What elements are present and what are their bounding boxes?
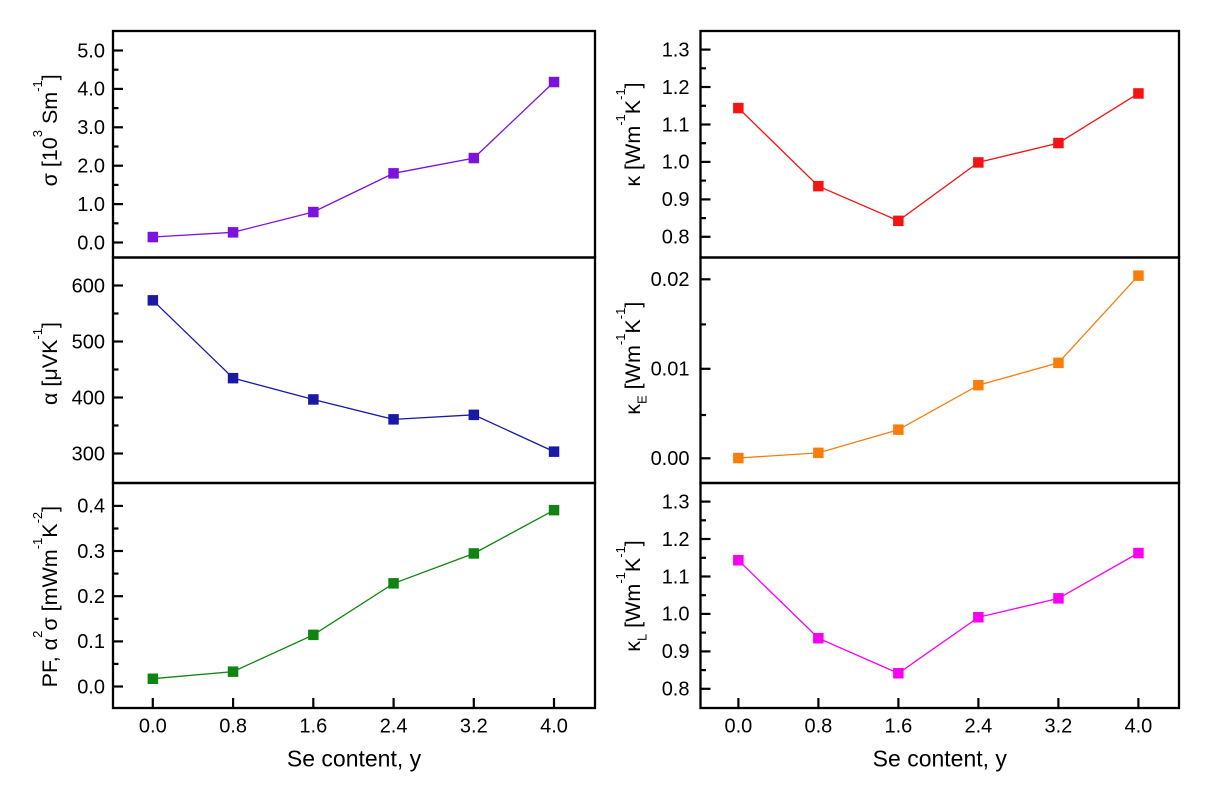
svg-text:5.0: 5.0 — [77, 40, 105, 62]
svg-text:0.4: 0.4 — [77, 496, 105, 518]
svg-text:0.0: 0.0 — [77, 676, 105, 698]
svg-text:0.2: 0.2 — [77, 586, 105, 608]
svg-text:0.3: 0.3 — [77, 541, 105, 563]
svg-text:κ [Wm-1K-1]: κ [Wm-1K-1] — [613, 82, 645, 186]
svg-text:2.4: 2.4 — [964, 716, 992, 738]
svg-text:0.8: 0.8 — [219, 716, 247, 738]
svg-text:0.0: 0.0 — [139, 716, 167, 738]
svg-text:PF, α2σ [mWm-1K-2]: PF, α2σ [mWm-1K-2] — [30, 506, 62, 688]
svg-text:0.02: 0.02 — [651, 269, 690, 291]
svg-text:3.2: 3.2 — [1044, 716, 1072, 738]
svg-text:400: 400 — [72, 387, 105, 409]
svg-text:0.1: 0.1 — [77, 631, 105, 653]
svg-text:1.1: 1.1 — [662, 114, 690, 136]
svg-text:4.0: 4.0 — [1124, 716, 1152, 738]
svg-text:1.2: 1.2 — [662, 77, 690, 99]
svg-text:1.2: 1.2 — [662, 529, 690, 551]
svg-text:κE [Wm-1K-1]: κE [Wm-1K-1] — [613, 302, 650, 415]
svg-text:2.0: 2.0 — [77, 156, 105, 178]
svg-text:0.00: 0.00 — [651, 448, 690, 470]
svg-text:0.01: 0.01 — [651, 359, 690, 381]
svg-text:0.8: 0.8 — [804, 716, 832, 738]
svg-text:1.3: 1.3 — [662, 39, 690, 61]
svg-text:300: 300 — [72, 443, 105, 465]
svg-text:0.8: 0.8 — [662, 227, 690, 249]
svg-text:κL [Wm-1K-1]: κL [Wm-1K-1] — [613, 540, 650, 652]
svg-text:0.8: 0.8 — [662, 679, 690, 701]
svg-text:500: 500 — [72, 331, 105, 353]
svg-text:1.0: 1.0 — [662, 152, 690, 174]
svg-text:α [μVK-1]: α [μVK-1] — [30, 322, 62, 405]
svg-text:3.2: 3.2 — [460, 716, 488, 738]
svg-text:0.0: 0.0 — [77, 232, 105, 254]
svg-text:2.4: 2.4 — [380, 716, 408, 738]
svg-text:4.0: 4.0 — [77, 79, 105, 101]
svg-text:Se content, y: Se content, y — [873, 746, 1008, 772]
svg-text:σ [103 Sm-1]: σ [103 Sm-1] — [30, 74, 62, 186]
svg-text:1.0: 1.0 — [662, 604, 690, 626]
svg-text:Se content, y: Se content, y — [287, 746, 422, 772]
svg-text:1.6: 1.6 — [299, 716, 327, 738]
svg-text:1.0: 1.0 — [77, 194, 105, 216]
svg-text:3.0: 3.0 — [77, 117, 105, 139]
svg-text:1.6: 1.6 — [884, 716, 912, 738]
svg-text:0.9: 0.9 — [662, 189, 690, 211]
svg-text:4.0: 4.0 — [540, 716, 568, 738]
svg-text:600: 600 — [72, 275, 105, 297]
svg-text:0.0: 0.0 — [724, 716, 752, 738]
svg-text:1.3: 1.3 — [662, 491, 690, 513]
svg-text:1.1: 1.1 — [662, 566, 690, 588]
svg-text:0.9: 0.9 — [662, 641, 690, 663]
